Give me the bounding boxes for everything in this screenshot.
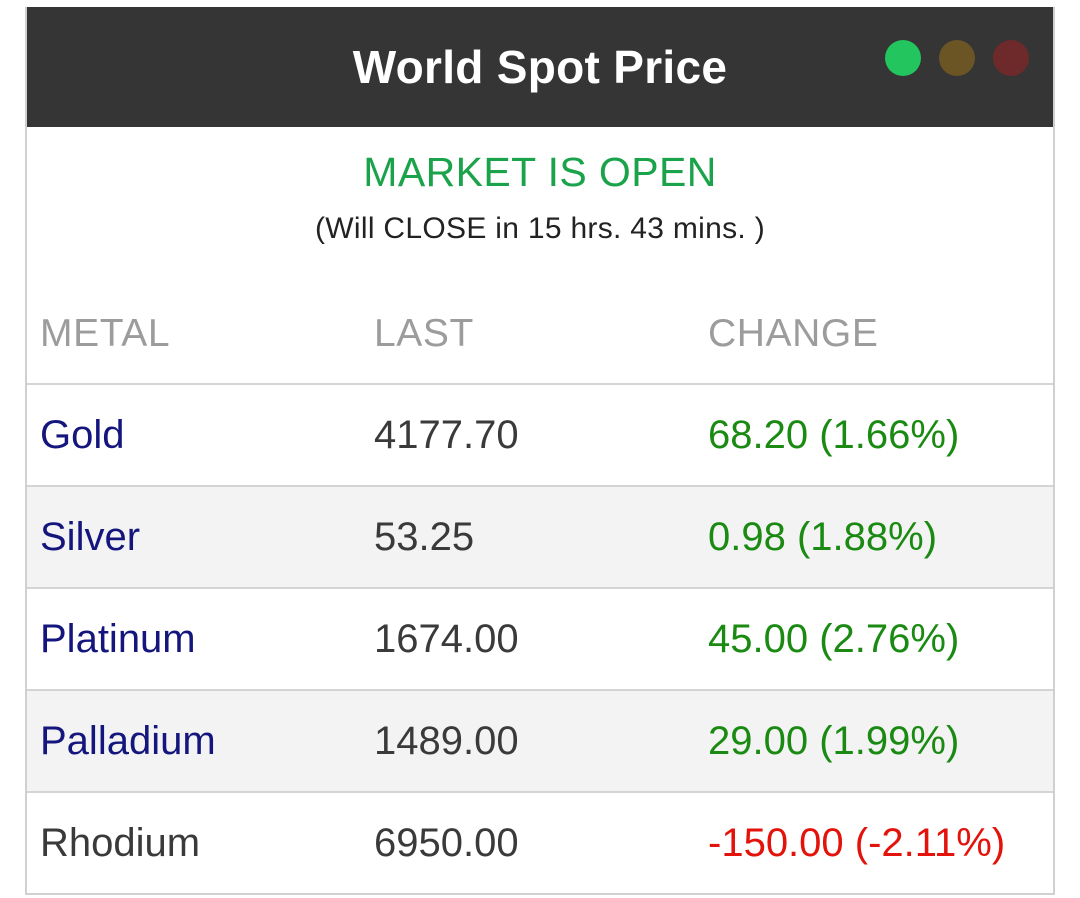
yellow-dot-icon[interactable] (939, 40, 975, 76)
last-price: 1674.00 (374, 587, 708, 690)
last-price: 4177.70 (374, 383, 708, 486)
table-row: Palladium 1489.00 29.00 (1.99%) (27, 689, 1053, 792)
metal-name[interactable]: Gold (27, 383, 374, 486)
price-change: -150.00 (-2.11%) (708, 791, 1053, 893)
green-dot-icon[interactable] (885, 40, 921, 76)
column-header-last: LAST (374, 312, 474, 355)
price-change: 68.20 (1.66%) (708, 383, 1053, 486)
metal-name[interactable]: Platinum (27, 587, 374, 690)
metal-name: Rhodium (27, 791, 374, 893)
window-controls (885, 40, 1029, 76)
last-price: 1489.00 (374, 689, 708, 792)
table-row: Rhodium 6950.00 -150.00 (-2.11%) (27, 791, 1053, 893)
metal-name[interactable]: Palladium (27, 689, 374, 792)
red-dot-icon[interactable] (993, 40, 1029, 76)
table-row: Platinum 1674.00 45.00 (2.76%) (27, 587, 1053, 690)
widget-header: World Spot Price (27, 7, 1053, 127)
market-countdown: (Will CLOSE in 15 hrs. 43 mins. ) (314, 212, 765, 245)
table-row: Gold 4177.70 68.20 (1.66%) (27, 383, 1053, 486)
table-row: Silver 53.25 0.98 (1.88%) (27, 485, 1053, 588)
last-price: 53.25 (374, 485, 708, 588)
price-change: 29.00 (1.99%) (708, 689, 1053, 792)
market-status: MARKET IS OPEN (363, 149, 717, 195)
price-change: 45.00 (2.76%) (708, 587, 1053, 690)
column-header-change: CHANGE (708, 312, 879, 355)
last-price: 6950.00 (374, 791, 708, 893)
metals-table: Gold 4177.70 68.20 (1.66%) Silver 53.25 … (27, 383, 1053, 893)
price-change: 0.98 (1.88%) (708, 485, 1053, 588)
metal-name[interactable]: Silver (27, 485, 374, 588)
widget-title: World Spot Price (352, 41, 728, 93)
spot-price-widget: World Spot Price MARKET IS OPEN (Will CL… (25, 7, 1055, 895)
column-header-metal: METAL (40, 312, 171, 355)
